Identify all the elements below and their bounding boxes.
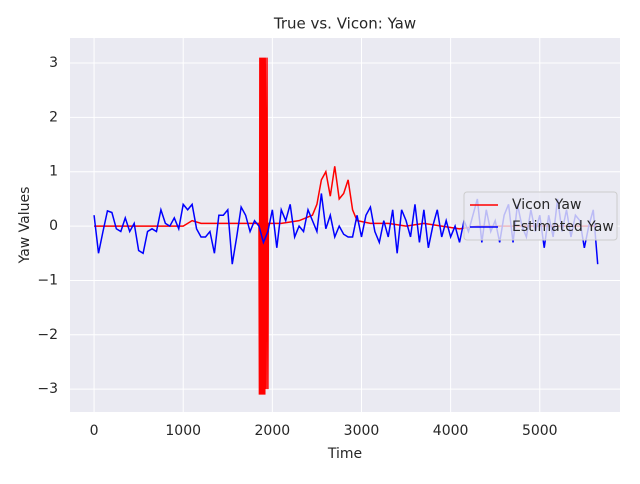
x-tick-label: 3000	[344, 423, 380, 439]
x-axis-label: Time	[327, 446, 362, 462]
legend-box	[463, 191, 618, 241]
legend-label: Vicon Yaw	[512, 197, 581, 213]
y-tick-label: 2	[49, 109, 58, 125]
y-tick-label: −1	[37, 272, 58, 288]
x-tick-label: 1000	[165, 423, 201, 439]
y-axis-label: Yaw Values	[17, 187, 33, 265]
y-tick-label: −3	[37, 381, 58, 397]
chart-title: True vs. Vicon: Yaw	[273, 15, 416, 33]
x-tick-label: 4000	[433, 423, 469, 439]
x-tick-label: 2000	[255, 423, 291, 439]
y-tick-label: 1	[49, 164, 58, 180]
y-tick-label: −2	[37, 327, 58, 343]
legend-label: Estimated Yaw	[512, 219, 614, 235]
y-tick-label: 3	[49, 55, 58, 71]
x-tick-label: 0	[90, 423, 99, 439]
y-tick-label: 0	[49, 218, 58, 234]
x-tick-label: 5000	[522, 423, 558, 439]
